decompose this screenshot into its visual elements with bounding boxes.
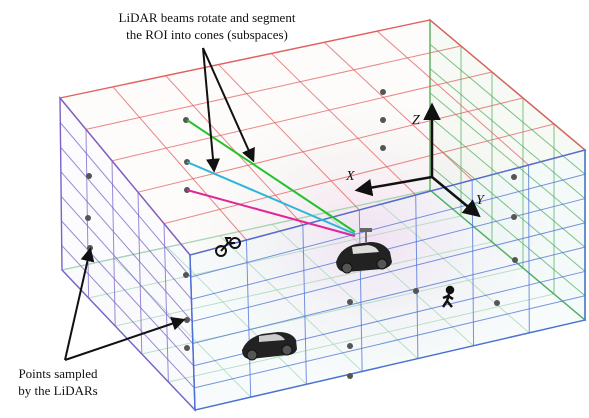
sample-point: [512, 257, 518, 263]
grid-line: [61, 220, 194, 367]
beam: [186, 189, 356, 237]
sample-point: [86, 173, 92, 179]
sample-point: [347, 373, 353, 379]
grid-line: [88, 215, 462, 299]
grid-line: [528, 164, 530, 333]
grid-line: [192, 222, 586, 322]
grid-line: [85, 45, 462, 130]
grid-line: [271, 53, 417, 196]
annotation: by the LiDARs: [18, 383, 97, 398]
grid-line: [111, 160, 116, 327]
grid-line: [191, 198, 586, 300]
grid-line: [60, 171, 193, 322]
grid-line: [192, 246, 586, 345]
grid-line: [85, 129, 90, 299]
sample-point: [184, 345, 190, 351]
grid-line: [190, 173, 586, 278]
grid-line: [59, 122, 192, 278]
pedestrian: [441, 285, 455, 308]
grid-line: [163, 223, 169, 383]
grid-line: [141, 267, 524, 355]
axis-label: Y: [476, 193, 486, 208]
grid-line: [112, 86, 247, 241]
grid-line: [429, 165, 586, 297]
ego-car: [336, 228, 392, 274]
beam: [186, 161, 356, 235]
grid-line: [111, 71, 493, 162]
grid-line: [271, 223, 419, 359]
sample-point: [184, 317, 190, 323]
annotation: LiDAR beams rotate and segment: [119, 10, 296, 25]
sample-point: [511, 214, 517, 220]
grid-line: [163, 123, 555, 225]
sample-point: [347, 343, 353, 349]
grid-line: [302, 224, 307, 385]
sample-point: [413, 288, 419, 294]
grid-line: [377, 201, 530, 334]
grid-line: [137, 192, 143, 355]
sample-point: [183, 272, 189, 278]
grid-line: [194, 295, 586, 389]
axis-label: X: [345, 169, 355, 184]
grid-line: [219, 235, 363, 372]
sample-point: [347, 299, 353, 305]
axes: [354, 102, 481, 218]
grid-line: [61, 245, 195, 389]
grid-line: [358, 209, 363, 372]
sample-point: [380, 117, 386, 123]
grid-line: [245, 239, 252, 398]
axis-label: Z: [412, 113, 420, 128]
sample-point: [511, 174, 517, 180]
bicycle: [215, 237, 241, 257]
annotation: Points sampled: [18, 366, 98, 381]
annotation: the ROI into cones (subspaces): [126, 27, 288, 42]
grid-line: [323, 41, 473, 181]
grid-line: [429, 141, 586, 272]
sample-points: [85, 89, 518, 379]
grid-line: [376, 30, 529, 166]
grid-line: [415, 194, 419, 359]
grid-line: [429, 43, 586, 175]
grid-line: [115, 241, 493, 327]
car: [242, 332, 297, 361]
sample-point: [494, 300, 500, 306]
grid-line: [429, 68, 586, 199]
grid-box: [58, 18, 587, 412]
grid-line: [137, 97, 524, 193]
sample-point: [380, 145, 386, 151]
annotation-arrows: [64, 47, 255, 361]
sample-point: [380, 89, 386, 95]
roi-glow: [180, 100, 560, 380]
grid-line: [218, 64, 360, 211]
beam: [186, 119, 356, 233]
sample-point: [85, 215, 91, 221]
grid-line: [60, 146, 192, 300]
grid-line: [429, 116, 586, 248]
